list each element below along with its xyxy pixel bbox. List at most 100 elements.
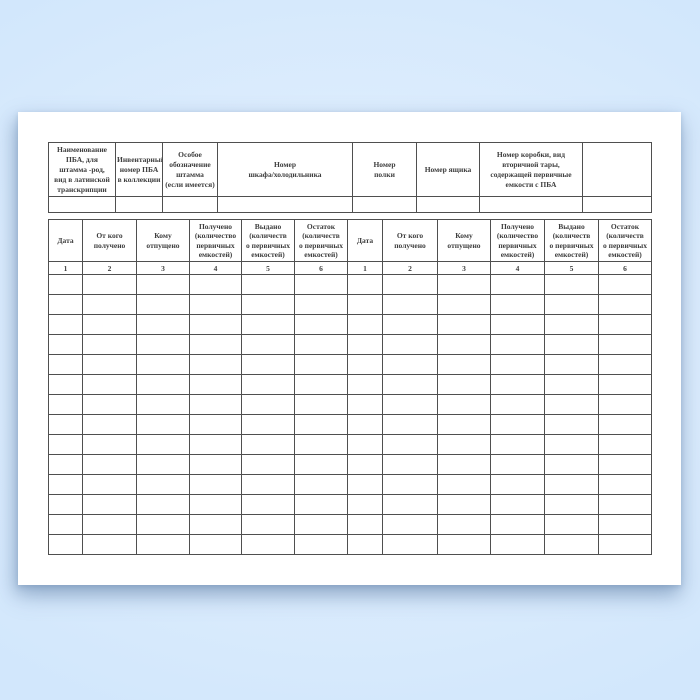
header-date-left: Дата bbox=[48, 219, 83, 262]
empty-cell bbox=[82, 294, 137, 315]
movement-number-row: 1 2 3 4 5 6 1 2 3 4 5 6 bbox=[48, 261, 652, 275]
empty-cell bbox=[382, 314, 438, 335]
header-blank bbox=[582, 142, 652, 197]
empty-cell bbox=[189, 334, 242, 355]
movement-empty-row bbox=[48, 474, 652, 495]
column-number: 4 bbox=[490, 261, 545, 275]
empty-cell bbox=[48, 534, 83, 555]
movement-empty-row bbox=[48, 394, 652, 415]
empty-cell bbox=[437, 314, 491, 335]
empty-cell bbox=[598, 354, 652, 375]
empty-cell bbox=[544, 514, 599, 535]
empty-cell bbox=[82, 274, 137, 295]
empty-cell bbox=[382, 434, 438, 455]
empty-cell bbox=[136, 374, 190, 395]
empty-cell bbox=[48, 474, 83, 495]
empty-cell bbox=[490, 474, 545, 495]
empty-cell bbox=[382, 534, 438, 555]
empty-cell bbox=[347, 414, 383, 435]
storage-location-table: Наименование ПБА, для штамма -род, вид в… bbox=[48, 142, 652, 213]
empty-cell bbox=[347, 474, 383, 495]
empty-cell bbox=[598, 414, 652, 435]
empty-cell bbox=[437, 434, 491, 455]
empty-cell bbox=[490, 514, 545, 535]
empty-cell bbox=[352, 196, 417, 213]
empty-cell bbox=[490, 294, 545, 315]
header-drawer-number: Номер ящика bbox=[416, 142, 480, 197]
empty-cell bbox=[490, 374, 545, 395]
empty-cell bbox=[544, 414, 599, 435]
empty-cell bbox=[544, 454, 599, 475]
empty-cell bbox=[544, 374, 599, 395]
empty-cell bbox=[490, 494, 545, 515]
empty-cell bbox=[479, 196, 583, 213]
empty-cell bbox=[241, 514, 295, 535]
movement-empty-row bbox=[48, 374, 652, 395]
empty-cell bbox=[189, 294, 242, 315]
empty-cell bbox=[544, 274, 599, 295]
header-pba-name: Наименование ПБА, для штамма -род, вид в… bbox=[48, 142, 116, 197]
header-shelf-number: Номер полки bbox=[352, 142, 417, 197]
movement-empty-row bbox=[48, 494, 652, 515]
empty-cell bbox=[82, 374, 137, 395]
document-page: Наименование ПБА, для штамма -род, вид в… bbox=[18, 112, 681, 585]
empty-cell bbox=[82, 354, 137, 375]
empty-cell bbox=[490, 414, 545, 435]
movement-empty-row bbox=[48, 434, 652, 455]
empty-cell bbox=[382, 354, 438, 375]
empty-cell bbox=[48, 374, 83, 395]
empty-cell bbox=[48, 414, 83, 435]
empty-cell bbox=[437, 354, 491, 375]
empty-cell bbox=[347, 354, 383, 375]
empty-cell bbox=[437, 494, 491, 515]
storage-blank-row bbox=[48, 196, 652, 213]
empty-cell bbox=[136, 474, 190, 495]
header-issued-to-right: Кому отпущено bbox=[437, 219, 491, 262]
header-received-qty-right: Получено (количество первичных емкостей) bbox=[490, 219, 545, 262]
empty-cell bbox=[189, 274, 242, 295]
empty-cell bbox=[294, 374, 348, 395]
column-number: 4 bbox=[189, 261, 242, 275]
header-received-from-right: От кого получено bbox=[382, 219, 438, 262]
empty-cell bbox=[382, 474, 438, 495]
empty-cell bbox=[82, 494, 137, 515]
movement-empty-row bbox=[48, 294, 652, 315]
empty-cell bbox=[598, 494, 652, 515]
empty-cell bbox=[189, 434, 242, 455]
empty-cell bbox=[136, 334, 190, 355]
empty-cell bbox=[162, 196, 218, 213]
empty-cell bbox=[437, 334, 491, 355]
empty-cell bbox=[294, 514, 348, 535]
header-received-from-left: От кого получено bbox=[82, 219, 137, 262]
empty-cell bbox=[217, 196, 353, 213]
empty-cell bbox=[189, 374, 242, 395]
empty-cell bbox=[490, 274, 545, 295]
empty-cell bbox=[437, 294, 491, 315]
empty-cell bbox=[48, 394, 83, 415]
empty-cell bbox=[382, 274, 438, 295]
empty-cell bbox=[490, 314, 545, 335]
empty-cell bbox=[189, 534, 242, 555]
empty-cell bbox=[136, 354, 190, 375]
empty-cell bbox=[189, 354, 242, 375]
empty-cell bbox=[582, 196, 652, 213]
empty-cell bbox=[48, 196, 116, 213]
empty-cell bbox=[544, 354, 599, 375]
empty-cell bbox=[490, 454, 545, 475]
column-number: 5 bbox=[241, 261, 295, 275]
empty-cell bbox=[544, 314, 599, 335]
empty-cell bbox=[544, 494, 599, 515]
empty-cell bbox=[347, 314, 383, 335]
empty-cell bbox=[136, 494, 190, 515]
header-date-right: Дата bbox=[347, 219, 383, 262]
movement-empty-row bbox=[48, 334, 652, 355]
empty-cell bbox=[437, 394, 491, 415]
empty-cell bbox=[347, 374, 383, 395]
empty-cell bbox=[48, 354, 83, 375]
empty-cell bbox=[347, 394, 383, 415]
empty-cell bbox=[294, 354, 348, 375]
empty-cell bbox=[48, 274, 83, 295]
empty-cell bbox=[241, 354, 295, 375]
empty-cell bbox=[382, 334, 438, 355]
